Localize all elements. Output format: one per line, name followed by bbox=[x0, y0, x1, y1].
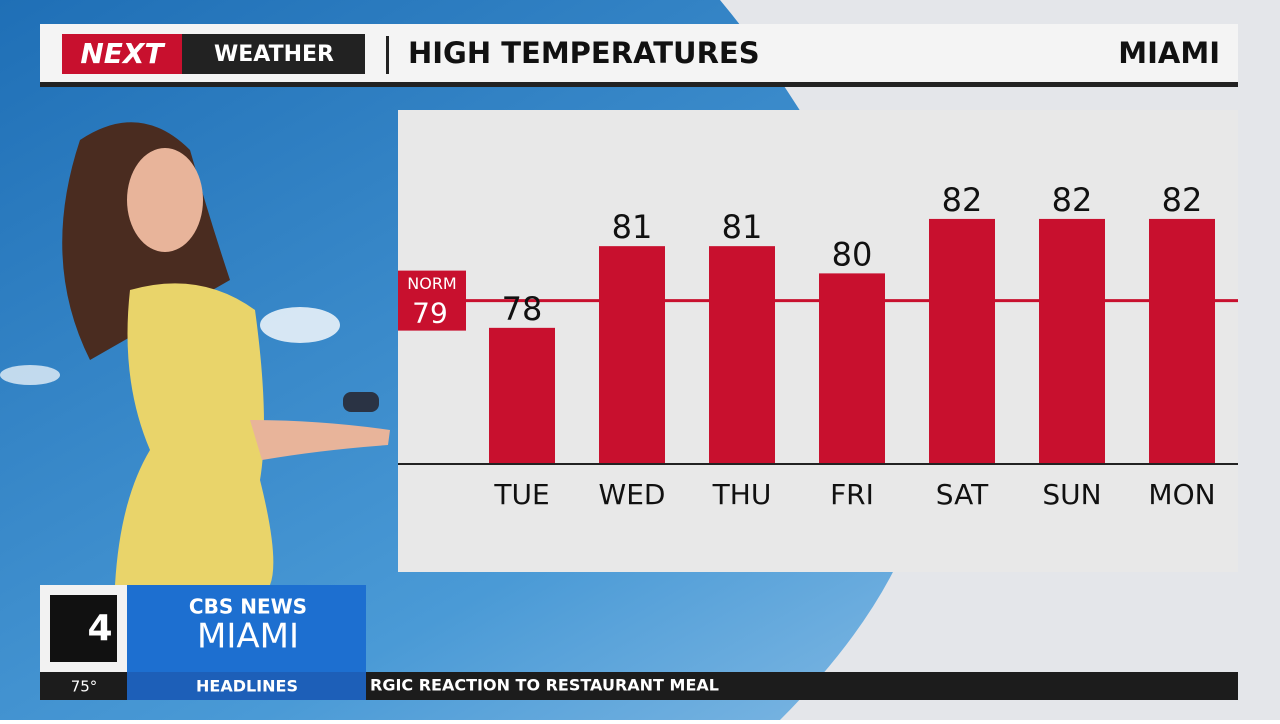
value-label: 82 bbox=[1052, 181, 1093, 219]
x-tick-label: FRI bbox=[830, 478, 874, 511]
ticker-headline: RGIC REACTION TO RESTAURANT MEAL bbox=[370, 676, 719, 695]
ticker-temperature: 75° bbox=[71, 678, 98, 696]
value-label: 80 bbox=[832, 235, 873, 273]
bar bbox=[819, 273, 885, 464]
bar bbox=[599, 246, 665, 464]
value-label: 82 bbox=[942, 181, 983, 219]
bar bbox=[929, 218, 995, 464]
bar bbox=[489, 327, 555, 464]
station-box bbox=[127, 585, 366, 672]
bar bbox=[709, 246, 775, 464]
value-label: 81 bbox=[612, 208, 653, 246]
brand-red: NEXT bbox=[80, 37, 165, 70]
presenter bbox=[62, 122, 390, 585]
value-label: 81 bbox=[722, 208, 763, 246]
separator bbox=[386, 36, 389, 74]
header-location: MIAMI bbox=[1118, 36, 1220, 70]
station: MIAMI bbox=[197, 617, 299, 657]
ticker-section-box bbox=[127, 672, 366, 700]
x-tick-label: SUN bbox=[1042, 478, 1101, 511]
x-tick-label: THU bbox=[712, 478, 772, 511]
cloud bbox=[260, 307, 340, 343]
norm-box bbox=[398, 270, 466, 331]
x-tick-label: TUE bbox=[493, 478, 549, 511]
header-title: HIGH TEMPERATURES bbox=[408, 36, 760, 70]
cloud bbox=[0, 365, 60, 385]
value-label: 82 bbox=[1162, 181, 1203, 219]
x-tick-label: MON bbox=[1148, 478, 1215, 511]
bar bbox=[1149, 218, 1215, 464]
value-label: 78 bbox=[502, 290, 543, 328]
brand-dark: WEATHER bbox=[214, 42, 334, 67]
brand-dark-box bbox=[182, 34, 365, 74]
channel-logo bbox=[50, 595, 117, 662]
channel-number: 4 bbox=[87, 608, 112, 649]
x-tick-label: SAT bbox=[936, 478, 989, 511]
x-tick-label: WED bbox=[599, 478, 666, 511]
norm-label: NORM bbox=[407, 274, 456, 293]
chart: NORM 79 78 TUE 81 WED 81 THU 80 FRI 82 SAT 82 SUN 82 MO… bbox=[398, 181, 1238, 511]
brand-red-box bbox=[62, 34, 182, 74]
header-underline bbox=[40, 82, 1238, 87]
network: CBS NEWS bbox=[189, 595, 307, 619]
norm-value: 79 bbox=[412, 297, 448, 330]
ticker-section: HEADLINES bbox=[196, 677, 298, 696]
bar bbox=[1039, 218, 1105, 464]
